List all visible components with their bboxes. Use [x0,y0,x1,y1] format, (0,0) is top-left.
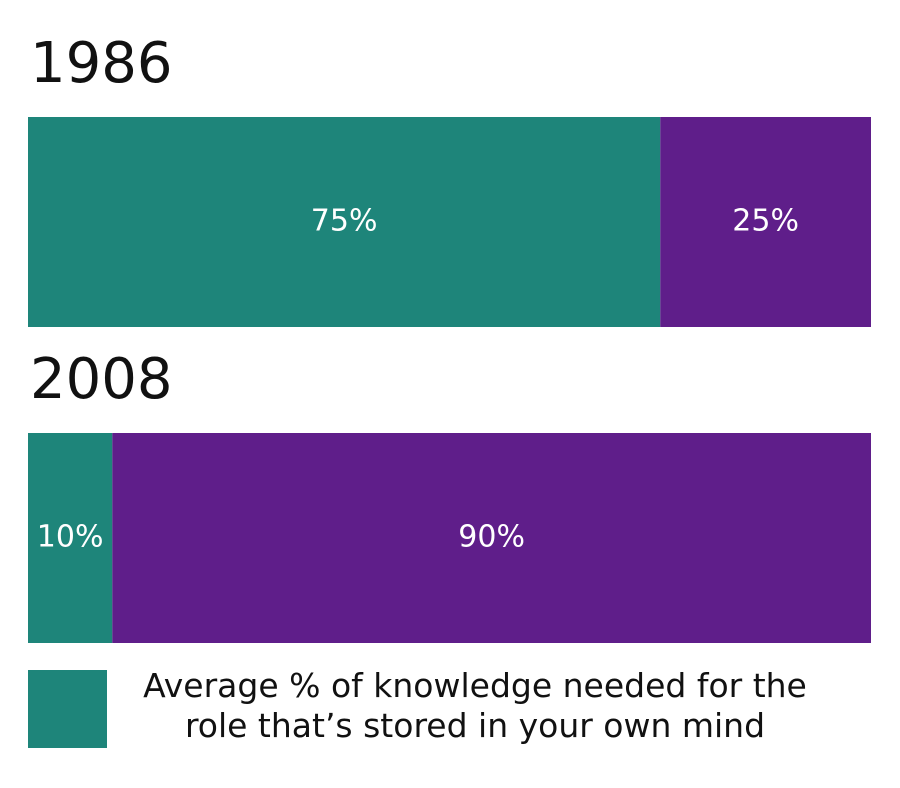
value-label: 90% [458,520,525,555]
legend-label: Average % of knowledge needed for the ro… [143,666,807,745]
bar-segment [28,117,661,327]
value-label: 25% [732,204,799,239]
legend-swatch [28,670,107,748]
bar-segment [28,433,113,643]
value-label: 75% [311,204,378,239]
bar-segment [660,117,871,327]
category-label: 1986 [30,31,173,96]
value-label: 10% [37,520,104,555]
category-label: 2008 [30,347,173,412]
bar-segment [112,433,872,643]
